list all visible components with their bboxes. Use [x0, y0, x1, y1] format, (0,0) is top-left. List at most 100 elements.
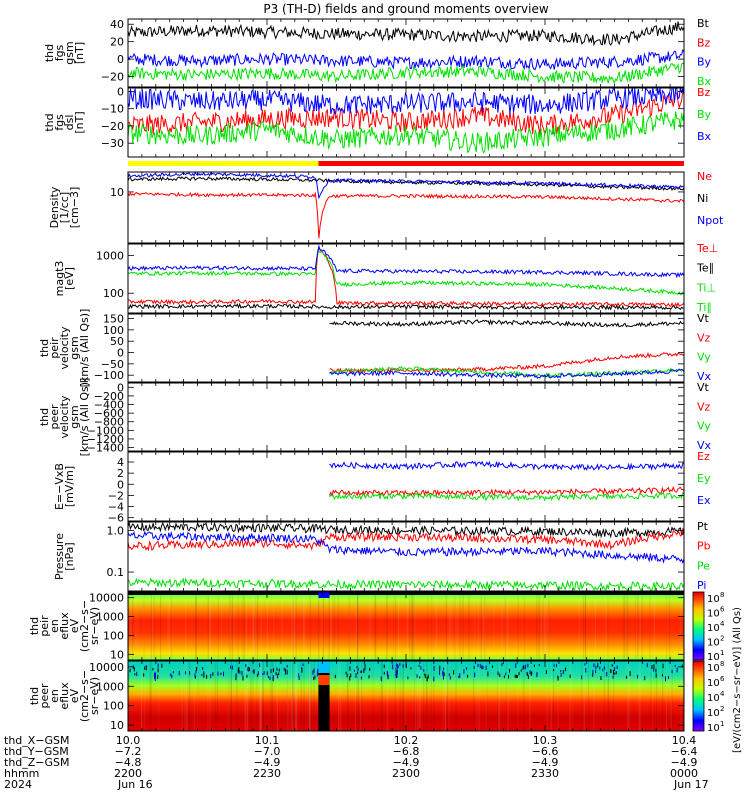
- y-tick-label: 0: [117, 478, 124, 491]
- spectrogram-texture: [186, 661, 188, 731]
- spectrogram-texture: [195, 592, 197, 660]
- spectrogram-noise-pixel: [395, 667, 397, 673]
- spectrogram-noise-pixel: [196, 667, 198, 671]
- spectrogram-texture: [254, 592, 256, 660]
- spectrogram-texture: [581, 661, 583, 731]
- colorbar-tick-exponent: 2: [720, 635, 724, 643]
- spectrogram-texture: [430, 661, 432, 731]
- spectrogram-noise-pixel: [203, 672, 205, 678]
- y-axis-label: sr−eV): [88, 607, 101, 645]
- spectrogram-noise-pixel: [212, 672, 214, 676]
- spectrogram-texture: [216, 661, 218, 731]
- spectrogram-texture: [629, 661, 631, 731]
- y-tick-label: 150: [103, 313, 124, 326]
- legend-ti∥: Ti∥: [696, 301, 712, 314]
- spectrogram-noise-pixel: [533, 664, 535, 667]
- y-axis-label: fgs: [53, 44, 66, 61]
- colorbar-tick-label: 10: [707, 609, 720, 620]
- spectrogram-noise-pixel: [189, 671, 191, 675]
- y-tick-label: −1400: [87, 442, 124, 455]
- colorbar-tick-label: 10: [707, 663, 720, 674]
- spectrogram-texture: [517, 592, 519, 660]
- spectrogram-texture: [295, 592, 297, 660]
- panel-fgs_dsl: [127, 86, 685, 158]
- spectrogram-noise-pixel: [492, 665, 494, 668]
- spectrogram-noise-pixel: [285, 670, 287, 675]
- y-tick-label: 100: [103, 700, 124, 713]
- spectrogram-noise-pixel: [612, 675, 614, 679]
- spectrogram-texture: [397, 661, 399, 731]
- spectrogram-texture: [411, 592, 413, 660]
- y-axis-label: [cm−3]: [68, 187, 81, 229]
- spectrogram-texture: [273, 592, 275, 660]
- colorbar-tick-exponent: 1: [720, 720, 724, 728]
- spectrogram-texture: [309, 661, 311, 731]
- spectrogram-noise-pixel: [301, 668, 303, 673]
- spectrogram-texture: [603, 661, 605, 731]
- spectrogram-noise-pixel: [346, 673, 348, 678]
- series-line-pb: [127, 527, 685, 552]
- spectrogram-texture: [666, 592, 668, 660]
- legend-bz: Bz: [697, 86, 711, 99]
- spectrogram-noise-pixel: [602, 668, 604, 672]
- spectrogram-noise-pixel: [239, 670, 241, 674]
- spectrogram-noise-pixel: [383, 671, 385, 675]
- spectrogram-texture: [582, 592, 584, 660]
- y-tick-label: −50: [101, 358, 124, 371]
- spectrogram-texture: [317, 661, 319, 731]
- spectrogram-texture: [386, 592, 388, 660]
- spectrogram-noise-pixel: [536, 672, 538, 678]
- spectrogram-texture: [167, 592, 169, 660]
- spectrogram-texture: [292, 661, 294, 731]
- spectrogram-texture: [671, 661, 673, 731]
- spectrogram-texture: [187, 661, 189, 731]
- spectrogram-texture: [636, 592, 638, 660]
- spectrogram-texture: [355, 592, 357, 660]
- spectrogram-noise-pixel: [210, 673, 212, 679]
- legend-npot: Npot: [697, 214, 724, 227]
- y-tick-label: 4: [117, 456, 124, 469]
- spectrogram-texture: [231, 592, 234, 660]
- spectrogram-texture: [433, 661, 435, 731]
- spectrogram-texture: [150, 661, 152, 731]
- y-tick-label: 10: [110, 719, 124, 732]
- spectrogram-noise-pixel: [235, 676, 237, 681]
- spectrogram-texture: [493, 592, 495, 660]
- y-axis-label: thd: [38, 339, 51, 357]
- y-axis-label: velocity: [58, 326, 71, 369]
- spectrogram-noise-pixel: [380, 676, 382, 682]
- spectrogram-noise-pixel: [653, 664, 655, 669]
- spectrogram-texture: [462, 592, 464, 660]
- spectrogram-noise-pixel: [171, 674, 173, 679]
- spectrogram-texture: [455, 592, 457, 660]
- spectrogram-texture: [296, 661, 298, 731]
- x-tick-cell: −4.9: [532, 756, 559, 769]
- spectrogram-texture: [150, 592, 153, 660]
- legend-bz: Bz: [697, 36, 711, 49]
- y-axis-label: thd: [38, 408, 51, 426]
- spectrogram-texture: [444, 661, 446, 731]
- panel-pressure: [127, 521, 685, 592]
- spectrogram-texture: [347, 661, 349, 731]
- spectrogram-noise-pixel: [399, 663, 401, 666]
- spectrogram-texture: [501, 592, 503, 660]
- legend-vx: Vx: [697, 370, 712, 383]
- legend-vz: Vz: [697, 400, 711, 413]
- y-axis-label: [km/s (All Qs)]: [78, 309, 91, 388]
- spectrogram-texture: [252, 592, 254, 660]
- spectrogram-texture: [448, 661, 450, 731]
- x-tick-cell: −4.9: [671, 756, 698, 769]
- y-tick-label: −6: [108, 512, 124, 525]
- spectrogram-texture: [260, 661, 263, 731]
- spectrogram-texture: [328, 592, 330, 660]
- spectrogram-noise-pixel: [363, 668, 365, 674]
- spectrogram-texture: [399, 661, 401, 731]
- y-tick-label: −200: [94, 390, 124, 403]
- spectrogram-texture: [209, 592, 212, 660]
- spectrogram-texture: [523, 592, 526, 660]
- spectrogram-noise-pixel: [278, 672, 280, 675]
- y-axis-label: peir: [48, 337, 61, 359]
- spectrogram-noise-pixel: [585, 668, 587, 673]
- legend-ti⊥: Ti⊥: [696, 281, 716, 294]
- spectrogram-noise-pixel: [433, 676, 435, 682]
